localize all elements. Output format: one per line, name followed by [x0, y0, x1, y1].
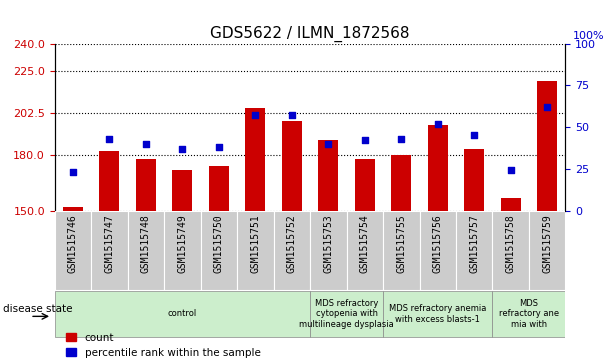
Bar — [500, 197, 520, 211]
FancyBboxPatch shape — [274, 211, 310, 290]
Point — [360, 138, 370, 143]
FancyBboxPatch shape — [383, 211, 420, 290]
Bar — [209, 166, 229, 211]
Point — [396, 136, 406, 142]
FancyBboxPatch shape — [492, 211, 529, 290]
Text: GSM1515753: GSM1515753 — [323, 215, 333, 273]
Bar — [63, 207, 83, 211]
Text: GSM1515749: GSM1515749 — [178, 215, 187, 273]
Legend: count, percentile rank within the sample: count, percentile rank within the sample — [66, 333, 261, 358]
Bar — [282, 122, 302, 211]
Title: GDS5622 / ILMN_1872568: GDS5622 / ILMN_1872568 — [210, 26, 410, 42]
Point — [323, 141, 333, 147]
Bar — [136, 159, 156, 211]
FancyBboxPatch shape — [201, 211, 237, 290]
Text: GSM1515754: GSM1515754 — [360, 215, 370, 273]
Text: control: control — [168, 310, 197, 318]
FancyBboxPatch shape — [456, 211, 492, 290]
Point — [178, 146, 187, 152]
FancyBboxPatch shape — [164, 211, 201, 290]
Text: disease state: disease state — [3, 303, 72, 314]
Bar — [245, 109, 265, 211]
FancyBboxPatch shape — [310, 291, 383, 337]
Text: GSM1515756: GSM1515756 — [433, 215, 443, 273]
Point — [250, 113, 260, 118]
Point — [68, 169, 78, 175]
Point — [542, 104, 552, 110]
Point — [214, 144, 224, 150]
Bar — [537, 81, 557, 211]
Text: GSM1515759: GSM1515759 — [542, 215, 552, 273]
FancyBboxPatch shape — [55, 211, 91, 290]
Bar — [464, 149, 484, 211]
Point — [469, 132, 479, 138]
FancyBboxPatch shape — [237, 211, 274, 290]
Text: GSM1515750: GSM1515750 — [214, 215, 224, 273]
Bar — [99, 151, 119, 211]
FancyBboxPatch shape — [383, 291, 492, 337]
Point — [105, 136, 114, 142]
FancyBboxPatch shape — [310, 211, 347, 290]
Text: 100%: 100% — [572, 31, 604, 41]
Point — [141, 141, 151, 147]
Text: MDS
refractory ane
mia with: MDS refractory ane mia with — [499, 299, 559, 329]
Bar — [354, 159, 375, 211]
Text: GSM1515755: GSM1515755 — [396, 215, 406, 273]
FancyBboxPatch shape — [492, 291, 565, 337]
Point — [287, 113, 297, 118]
Bar — [318, 140, 338, 211]
Text: MDS refractory
cytopenia with
multilineage dysplasia: MDS refractory cytopenia with multilinea… — [299, 299, 394, 329]
Text: GSM1515746: GSM1515746 — [68, 215, 78, 273]
Bar — [427, 125, 447, 211]
FancyBboxPatch shape — [91, 211, 128, 290]
FancyBboxPatch shape — [420, 211, 456, 290]
FancyBboxPatch shape — [55, 291, 310, 337]
Text: MDS refractory anemia
with excess blasts-1: MDS refractory anemia with excess blasts… — [389, 304, 486, 324]
Text: GSM1515757: GSM1515757 — [469, 215, 479, 273]
FancyBboxPatch shape — [529, 211, 565, 290]
FancyBboxPatch shape — [128, 211, 164, 290]
Text: GSM1515758: GSM1515758 — [506, 215, 516, 273]
Text: GSM1515748: GSM1515748 — [141, 215, 151, 273]
Text: GSM1515752: GSM1515752 — [287, 215, 297, 273]
Bar — [172, 170, 192, 211]
FancyBboxPatch shape — [347, 211, 383, 290]
Point — [506, 168, 516, 174]
Point — [433, 121, 443, 127]
Bar — [391, 155, 411, 211]
Text: GSM1515747: GSM1515747 — [105, 215, 114, 273]
Text: GSM1515751: GSM1515751 — [250, 215, 260, 273]
